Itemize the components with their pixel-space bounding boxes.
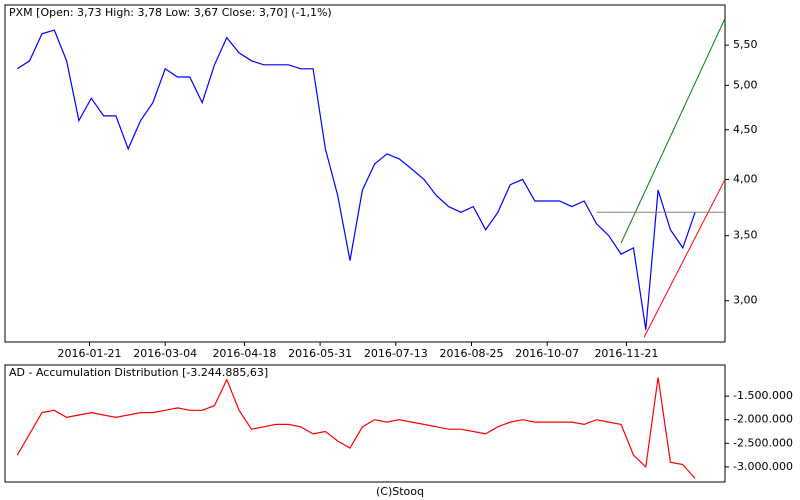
y-tick-label: 4,00 (733, 172, 758, 185)
x-tick-label: 2016-05-31 (288, 347, 352, 360)
x-tick-label: 2016-07-13 (364, 347, 428, 360)
x-tick-label: 2016-04-18 (212, 347, 276, 360)
panel-frame (4, 364, 726, 483)
price-line (16, 29, 696, 330)
panel-title: AD - Accumulation Distribution [-3.244.8… (9, 366, 268, 379)
y-tick-label: 3,50 (733, 229, 758, 242)
trend-line (643, 179, 726, 338)
y-tick-label: 4,50 (733, 123, 758, 136)
x-tick-label: 2016-11-21 (594, 347, 658, 360)
trend-line (620, 18, 726, 244)
y-tick-label: 3,00 (733, 294, 758, 307)
price-line (16, 377, 696, 479)
y-tick-label: -3.000.000 (733, 460, 793, 473)
y-tick-label: -2.500.000 (733, 436, 793, 449)
x-tick-label: 2016-03-04 (133, 347, 197, 360)
y-tick-label: 5,00 (733, 78, 758, 91)
x-tick-label: 2016-01-21 (58, 347, 122, 360)
panel-frame (4, 4, 726, 343)
x-tick-label: 2016-10-07 (515, 347, 579, 360)
y-tick-label: -2.000.000 (733, 413, 793, 426)
y-tick-label: 5,50 (733, 38, 758, 51)
panel-title: PXM [Open: 3,73 High: 3,78 Low: 3,67 Clo… (9, 6, 332, 19)
footer: (C)Stooq (376, 485, 424, 498)
y-tick-label: -1.500.000 (733, 389, 793, 402)
x-tick-label: 2016-08-25 (440, 347, 504, 360)
